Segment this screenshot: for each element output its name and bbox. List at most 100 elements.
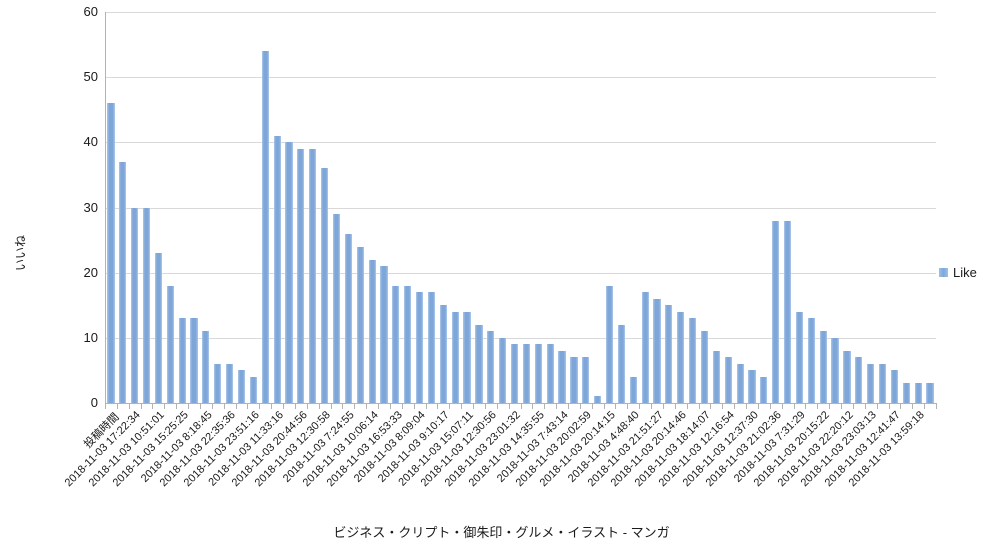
x-axis-tick — [936, 404, 937, 409]
x-axis-tick — [900, 404, 902, 409]
x-axis-tick — [746, 404, 748, 409]
x-axis-tick — [793, 404, 795, 409]
x-axis-tick — [259, 404, 261, 409]
bar — [700, 331, 709, 403]
y-tick-label: 10 — [83, 329, 98, 345]
x-axis-tick — [199, 404, 201, 409]
bar — [427, 292, 436, 403]
x-axis-tick — [639, 404, 641, 409]
bar — [724, 357, 732, 403]
x-axis-line — [105, 403, 937, 404]
x-axis-tick — [449, 404, 451, 409]
bar — [558, 350, 566, 403]
bar — [546, 344, 554, 403]
x-axis-tick — [734, 404, 736, 409]
bar — [368, 259, 376, 403]
legend-label: Like — [953, 265, 977, 280]
x-axis-tick — [817, 404, 819, 409]
bar — [605, 285, 614, 403]
bar — [665, 305, 673, 403]
x-axis-tick — [378, 404, 380, 409]
x-axis-tick — [152, 404, 154, 409]
bar — [641, 292, 649, 403]
bar — [499, 337, 507, 403]
bar — [415, 292, 424, 403]
legend: Like — [939, 265, 977, 280]
x-axis-tick — [223, 404, 225, 409]
gridline — [105, 337, 936, 339]
x-axis-tick — [140, 404, 142, 409]
bar — [653, 298, 661, 403]
x-axis-tick — [722, 404, 724, 409]
x-axis-tick — [330, 404, 332, 409]
x-axis-tick — [912, 404, 914, 409]
bar — [902, 383, 910, 403]
x-axis-tick — [532, 404, 534, 409]
bar — [867, 363, 875, 403]
bar — [380, 266, 388, 403]
bar — [582, 357, 590, 403]
x-axis-tick — [544, 404, 546, 409]
x-axis-tick — [105, 404, 106, 409]
bar — [855, 357, 863, 403]
x-axis-tick — [508, 404, 510, 409]
x-axis-tick — [473, 404, 474, 409]
bar — [297, 148, 305, 403]
bar — [807, 318, 815, 403]
x-axis-tick — [116, 404, 118, 409]
x-axis-tick — [247, 404, 249, 409]
bar — [332, 214, 341, 403]
chart-title: ビジネス・クリプト・御朱印・グルメ・イラスト - マンガ — [333, 525, 670, 540]
x-axis-tick — [781, 404, 783, 409]
x-axis-tick — [437, 404, 439, 409]
x-axis-tick — [556, 404, 558, 409]
y-tick-label: 40 — [83, 134, 98, 150]
x-axis-tick — [461, 404, 463, 409]
bar — [843, 350, 851, 403]
x-axis-tick — [389, 404, 391, 409]
bar — [166, 285, 174, 403]
y-axis-title: いいね — [13, 234, 28, 272]
y-tick-label: 0 — [90, 395, 98, 410]
y-tick-label: 30 — [83, 199, 98, 215]
bar — [119, 161, 127, 403]
x-axis-tick — [662, 404, 664, 409]
bar — [914, 383, 922, 403]
bar — [249, 376, 257, 403]
bar — [677, 311, 685, 403]
bar — [475, 324, 483, 403]
x-axis-tick — [627, 404, 629, 409]
x-axis-tick — [829, 404, 831, 409]
x-axis-tick — [579, 404, 581, 409]
gridline — [105, 207, 936, 209]
x-axis-tick — [615, 404, 617, 409]
x-axis-tick — [686, 404, 688, 409]
bar — [534, 344, 542, 403]
x-axis-tick — [757, 404, 759, 409]
bar — [142, 207, 151, 403]
bar — [522, 344, 531, 403]
x-axis-tick — [591, 404, 593, 409]
gridline — [105, 77, 936, 79]
bar — [926, 383, 934, 403]
bar — [107, 103, 115, 403]
bar — [226, 363, 234, 403]
x-axis-tick — [128, 404, 130, 409]
x-axis-tick — [805, 404, 807, 409]
x-axis-tick — [164, 404, 166, 409]
bar — [629, 376, 637, 403]
x-axis-tick — [674, 404, 676, 409]
bar — [760, 376, 768, 403]
bar — [510, 344, 519, 403]
bar — [784, 220, 792, 403]
bar — [392, 285, 400, 403]
x-axis-tick — [306, 404, 308, 409]
bar — [202, 331, 210, 403]
x-axis-tick — [852, 404, 854, 409]
bar — [285, 142, 293, 403]
bar — [178, 318, 186, 403]
bar — [617, 324, 625, 403]
x-axis-tick — [496, 404, 498, 409]
bar — [570, 357, 578, 403]
